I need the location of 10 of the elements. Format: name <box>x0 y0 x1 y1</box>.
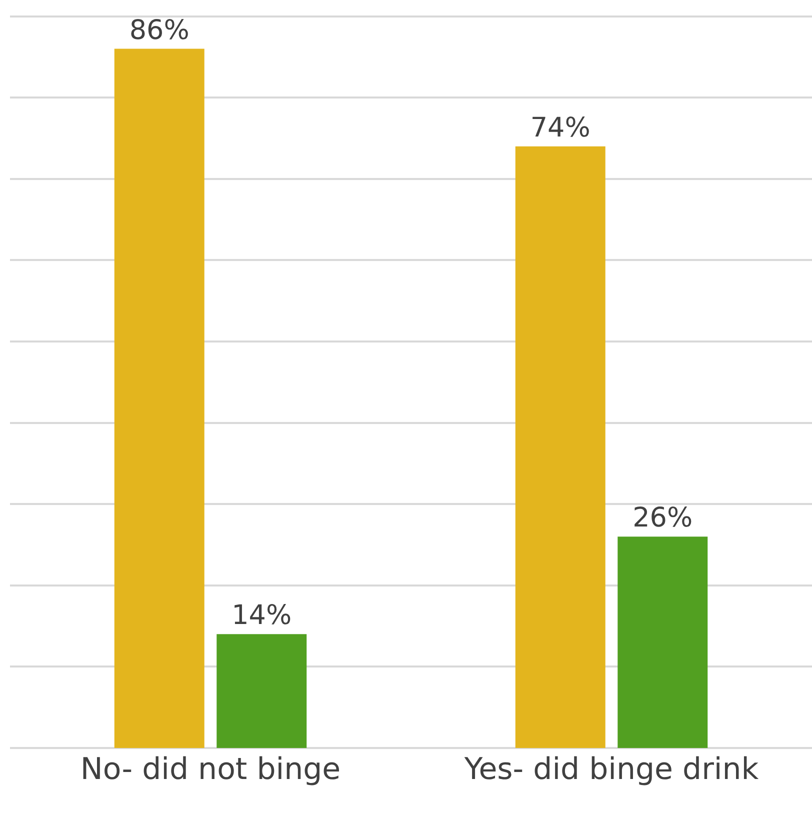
bar <box>114 48 204 748</box>
data-label: 86% <box>129 14 190 46</box>
x-tick-label: Yes- did binge drink <box>463 752 760 787</box>
data-label: 74% <box>530 112 590 144</box>
data-label: 14% <box>232 600 292 632</box>
bar <box>216 634 307 748</box>
data-label: 26% <box>632 502 693 534</box>
x-tick-label: No- did not binge <box>80 752 341 787</box>
bar <box>618 536 708 748</box>
bar <box>515 146 606 748</box>
